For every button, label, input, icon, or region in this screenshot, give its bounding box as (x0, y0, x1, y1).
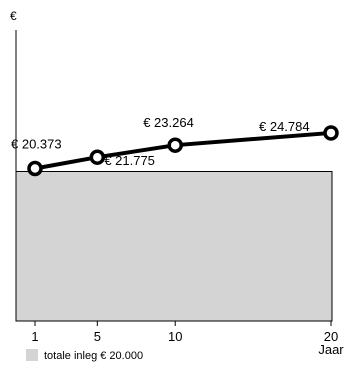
x-tick-label: 5 (94, 329, 101, 344)
data-label: € 21.775 (104, 153, 155, 168)
data-points (27, 125, 339, 177)
series-line (34, 130, 332, 171)
x-axis-unit-label: Jaar (318, 342, 344, 357)
x-axis-ticks: 1 5 10 20 (31, 321, 338, 344)
x-tick-label: 10 (168, 329, 182, 344)
legend-label: totale inleg € 20.000 (44, 350, 143, 362)
x-tick-label: 20 (324, 329, 338, 344)
data-point-marker (167, 137, 183, 153)
data-label: € 20.373 (11, 136, 62, 151)
x-tick-label: 1 (31, 329, 38, 344)
y-axis-unit-label: € (10, 9, 17, 23)
data-label: € 23.264 (143, 115, 194, 130)
total-investment-area (15, 171, 333, 322)
data-point-marker (27, 160, 43, 177)
data-label: € 24.784 (259, 119, 310, 134)
data-point-marker (323, 125, 339, 141)
legend-swatch (26, 349, 38, 361)
data-point-marker (89, 149, 106, 165)
data-labels: € 20.373 € 21.775 € 23.264 € 24.784 (11, 115, 310, 168)
